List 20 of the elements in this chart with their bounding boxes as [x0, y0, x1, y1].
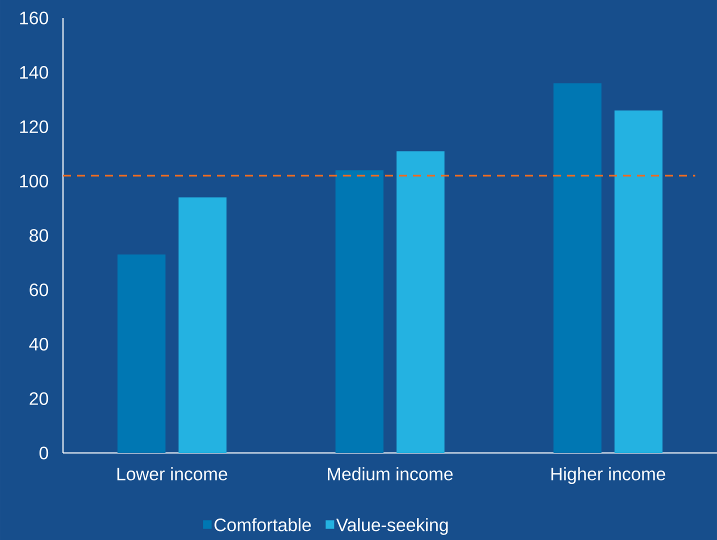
x-tick-label: Lower income [117, 467, 228, 480]
bar [554, 83, 602, 453]
y-tick-label: 140 [20, 66, 48, 79]
x-tick-label: Medium income [328, 467, 453, 480]
bar [178, 197, 227, 453]
y-tick-label: 60 [30, 283, 48, 296]
bar [614, 110, 662, 453]
bar [396, 151, 445, 453]
x-tick-label: Higher income [551, 467, 666, 484]
y-tick-label: 40 [29, 338, 48, 351]
y-tick-label: 160 [20, 12, 48, 24]
y-tick-label: 20 [30, 392, 48, 405]
y-tick-label: 120 [20, 120, 48, 134]
legend-label: Comfortable [214, 518, 311, 532]
y-tick-label: 0 [40, 446, 48, 460]
legend-label: Value-seeking [336, 518, 448, 535]
y-tick-label: 80 [30, 229, 48, 242]
y-tick-label: 100 [20, 174, 48, 188]
bar [118, 254, 166, 453]
bar [336, 170, 384, 453]
